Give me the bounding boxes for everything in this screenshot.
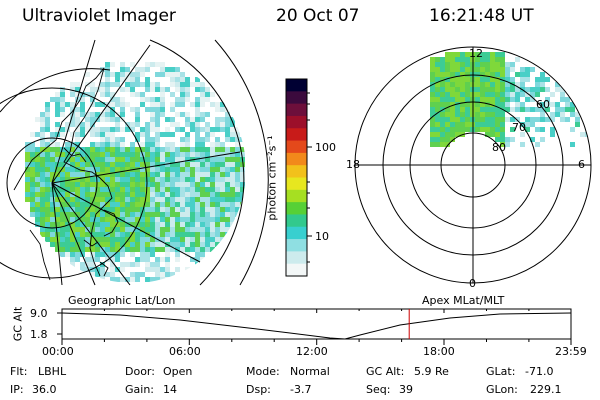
colorbar-swatch: [286, 165, 307, 179]
door-label: Door:: [125, 365, 155, 378]
mlt-label-0: 0: [469, 277, 476, 290]
timeline-ytick-high: 9.0: [30, 307, 48, 320]
geographic-image: [0, 39, 269, 286]
colorbar-swatch: [286, 128, 307, 142]
colorbar-swatch: [286, 152, 307, 166]
gain-value: 14: [163, 383, 177, 396]
ip-label: IP:: [10, 383, 24, 396]
mlat-label-60: 60: [536, 98, 550, 111]
colorbar-swatch: [286, 263, 307, 277]
dsp-value: -3.7: [290, 383, 312, 396]
right-aurora-speckle: [430, 52, 590, 147]
timeline-ytick-low: 1.8: [30, 328, 48, 341]
mlt-label-18: 18: [346, 158, 360, 171]
flt-value: LBHL: [38, 365, 67, 378]
time-label: 16:21:48 UT: [429, 6, 534, 26]
timeline-xtick-0: 00:00: [42, 345, 74, 358]
mlat-label-80: 80: [492, 141, 506, 154]
dsp-label: Dsp:: [246, 383, 271, 396]
gcalt-label: GC Alt:: [366, 365, 405, 378]
seq-value: 39: [399, 383, 413, 396]
date-label: 20 Oct 07: [276, 6, 360, 26]
orbit-timeline: [57, 308, 572, 345]
flt-label: Flt:: [10, 365, 28, 378]
polar-grid: [354, 46, 592, 284]
colorbar-ticks: [307, 92, 312, 263]
geographic-label: Geographic Lat/Lon: [68, 294, 176, 307]
colorbar-swatch: [286, 189, 307, 203]
colorbar-swatch: [286, 177, 307, 191]
timeline-xtick-2: 12:00: [296, 345, 328, 358]
timeline-ylabel: GC Alt: [11, 306, 25, 342]
door-value: Open: [163, 365, 193, 378]
timeline-xtick-1: 06:00: [169, 345, 201, 358]
colorbar-swatches: [286, 79, 307, 277]
colorbar-swatch: [286, 91, 307, 105]
altitude-curve: [61, 312, 572, 340]
colorbar-swatch: [286, 226, 307, 240]
mlt-label-6: 6: [578, 158, 585, 171]
apex-label: Apex MLat/MLT: [422, 294, 505, 307]
coastline: [13, 67, 119, 281]
mode-label: Mode:: [246, 365, 280, 378]
mode-value: Normal: [290, 365, 330, 378]
glat-label: GLat:: [486, 365, 516, 378]
timeline-xtick-3: 18:00: [423, 345, 455, 358]
gain-label: Gain:: [125, 383, 154, 396]
ip-value: 36.0: [32, 383, 57, 396]
glat-value: -71.0: [525, 365, 554, 378]
timeline-x-ticks: [61, 309, 572, 345]
mlt-label-12: 12: [469, 47, 483, 60]
left-graticule: [0, 39, 269, 286]
polar-image: [354, 46, 592, 284]
colorbar-swatch: [286, 214, 307, 228]
colorbar-swatch: [286, 239, 307, 252]
colorbar-swatch: [286, 202, 307, 216]
seq-label: Seq:: [366, 383, 391, 396]
colorbar-tick-10: 10: [315, 230, 329, 243]
colorbar-unit-label: photon cm⁻²s⁻¹: [265, 135, 279, 221]
colorbar-tick-100: 100: [315, 141, 336, 154]
glon-value: 229.1: [530, 383, 562, 396]
gcalt-value: 5.9 Re: [414, 365, 449, 378]
colorbar: [285, 78, 312, 277]
colorbar-swatch: [286, 251, 307, 265]
colorbar-swatch: [286, 79, 307, 92]
timeline-xtick-4: 23:59: [555, 345, 587, 358]
colorbar-swatch: [286, 140, 307, 154]
mlat-label-70: 70: [512, 121, 526, 134]
glon-label: GLon:: [486, 383, 518, 396]
colorbar-swatch: [286, 103, 307, 117]
left-aurora-speckle: [25, 62, 245, 282]
colorbar-swatch: [286, 115, 307, 129]
instrument-title: Ultraviolet Imager: [22, 6, 176, 26]
